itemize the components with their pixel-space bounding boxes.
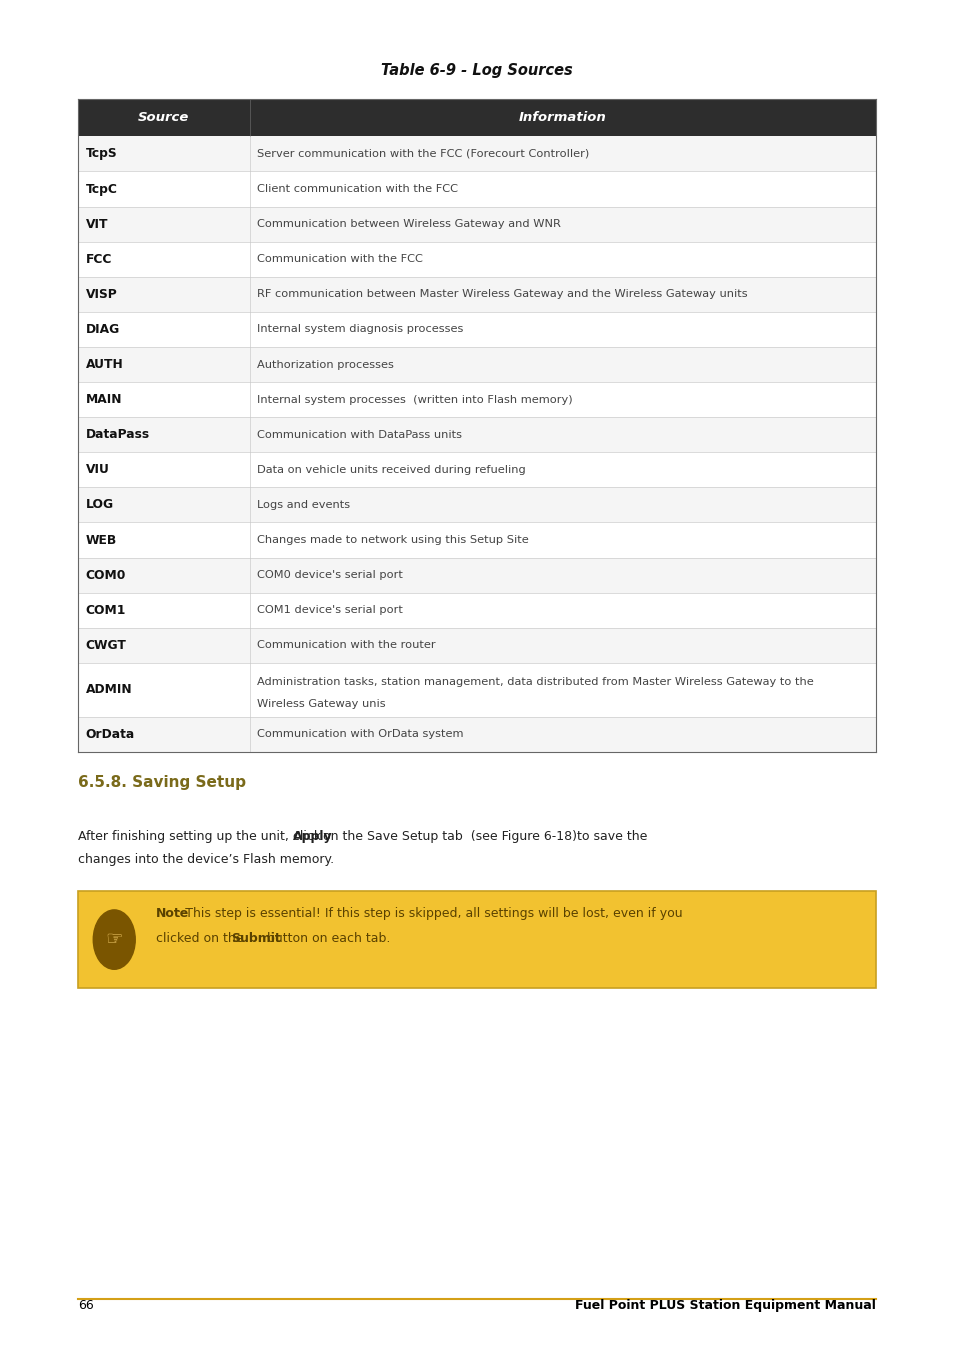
Bar [78, 382, 875, 417]
Text: VIU: VIU [86, 463, 110, 477]
Text: Server communication with the FCC (Forecourt Controller): Server communication with the FCC (Forec… [257, 148, 589, 159]
Text: Communication between Wireless Gateway and WNR: Communication between Wireless Gateway a… [257, 219, 560, 230]
Text: Internal system processes  (written into Flash memory): Internal system processes (written into … [257, 394, 572, 405]
Text: TcpS: TcpS [86, 147, 117, 161]
Text: TcpC: TcpC [86, 182, 117, 196]
Text: DataPass: DataPass [86, 428, 150, 441]
Text: VISP: VISP [86, 288, 117, 301]
Text: Communication with OrData system: Communication with OrData system [257, 729, 463, 740]
Text: Data on vehicle units received during refueling: Data on vehicle units received during re… [257, 464, 525, 475]
Bar [78, 242, 875, 277]
Text: OrData: OrData [86, 728, 134, 741]
Bar [78, 277, 875, 312]
Text: clicked on the: clicked on the [156, 931, 248, 945]
Text: Logs and events: Logs and events [257, 500, 350, 510]
Text: After finishing setting up the unit, click: After finishing setting up the unit, cli… [78, 830, 325, 844]
Bar [78, 417, 875, 452]
Text: 6.5.8. Saving Setup: 6.5.8. Saving Setup [78, 775, 246, 790]
Bar [78, 99, 875, 136]
Text: on the Save Setup tab  (see Figure 6-18)to save the: on the Save Setup tab (see Figure 6-18)t… [319, 830, 647, 844]
Text: Information: Information [518, 111, 606, 124]
Bar [78, 558, 875, 593]
Text: Source: Source [138, 111, 190, 124]
Text: DIAG: DIAG [86, 323, 120, 336]
Text: COM1 device's serial port: COM1 device's serial port [257, 605, 403, 616]
Text: ADMIN: ADMIN [86, 683, 132, 697]
Bar [78, 171, 875, 207]
Text: WEB: WEB [86, 533, 117, 547]
Text: COM1: COM1 [86, 603, 126, 617]
Text: Note: Note [156, 907, 190, 921]
Text: Table 6-9 - Log Sources: Table 6-9 - Log Sources [381, 63, 572, 78]
Circle shape [93, 910, 135, 969]
Bar [78, 487, 875, 522]
Text: FCC: FCC [86, 252, 112, 266]
Text: RF communication between Master Wireless Gateway and the Wireless Gateway units: RF communication between Master Wireless… [257, 289, 747, 300]
Text: 66: 66 [78, 1299, 93, 1312]
Bar [78, 312, 875, 347]
Text: VIT: VIT [86, 217, 108, 231]
Text: Changes made to network using this Setup Site: Changes made to network using this Setup… [257, 535, 528, 545]
Text: Communication with the router: Communication with the router [257, 640, 436, 651]
Bar [78, 522, 875, 558]
Bar [78, 347, 875, 382]
Text: Wireless Gateway unis: Wireless Gateway unis [257, 699, 385, 709]
Text: COM0 device's serial port: COM0 device's serial port [257, 570, 403, 580]
Bar [78, 891, 875, 988]
Text: Communication with the FCC: Communication with the FCC [257, 254, 422, 265]
Bar [78, 628, 875, 663]
Bar [78, 452, 875, 487]
Text: ☞: ☞ [106, 930, 123, 949]
Text: MAIN: MAIN [86, 393, 122, 406]
Text: Administration tasks, station management, data distributed from Master Wireless : Administration tasks, station management… [257, 678, 813, 687]
Text: button on each tab.: button on each tab. [262, 931, 390, 945]
Bar [78, 593, 875, 628]
Text: changes into the device’s Flash memory.: changes into the device’s Flash memory. [78, 853, 334, 867]
Text: Authorization processes: Authorization processes [257, 359, 394, 370]
Text: CWGT: CWGT [86, 639, 127, 652]
Text: Client communication with the FCC: Client communication with the FCC [257, 184, 457, 194]
Text: : This step is essential! If this step is skipped, all settings will be lost, ev: : This step is essential! If this step i… [177, 907, 682, 921]
Text: Communication with DataPass units: Communication with DataPass units [257, 429, 461, 440]
Text: Apply: Apply [293, 830, 333, 844]
Bar [78, 136, 875, 171]
Text: Fuel Point PLUS Station Equipment Manual: Fuel Point PLUS Station Equipment Manual [575, 1299, 875, 1312]
Bar [78, 663, 875, 717]
Bar [78, 207, 875, 242]
Text: AUTH: AUTH [86, 358, 123, 371]
Text: Submit: Submit [231, 931, 281, 945]
Text: COM0: COM0 [86, 568, 126, 582]
Text: LOG: LOG [86, 498, 113, 512]
Bar [78, 717, 875, 752]
Text: Internal system diagnosis processes: Internal system diagnosis processes [257, 324, 463, 335]
